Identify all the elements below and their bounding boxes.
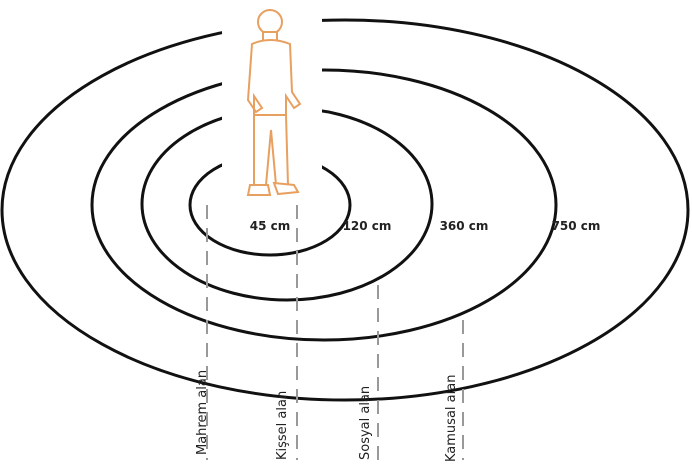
zone-label: Kişsel alan [275,391,290,460]
page: 45 cm 120 cm 360 cm 750 cm Mahrem alan K… [0,0,692,469]
zone-label: Mahrem alan [195,370,210,455]
distance-label: 750 cm [552,219,601,233]
distance-label: 120 cm [343,219,392,233]
zone-label: Sosyal alan [358,386,373,460]
public-ring [2,20,688,400]
distance-label: 45 cm [250,219,291,233]
distance-label: 360 cm [440,219,489,233]
proxemics-diagram: 45 cm 120 cm 360 cm 750 cm Mahrem alan K… [0,0,692,469]
zone-label: Kamusal alan [444,375,459,462]
